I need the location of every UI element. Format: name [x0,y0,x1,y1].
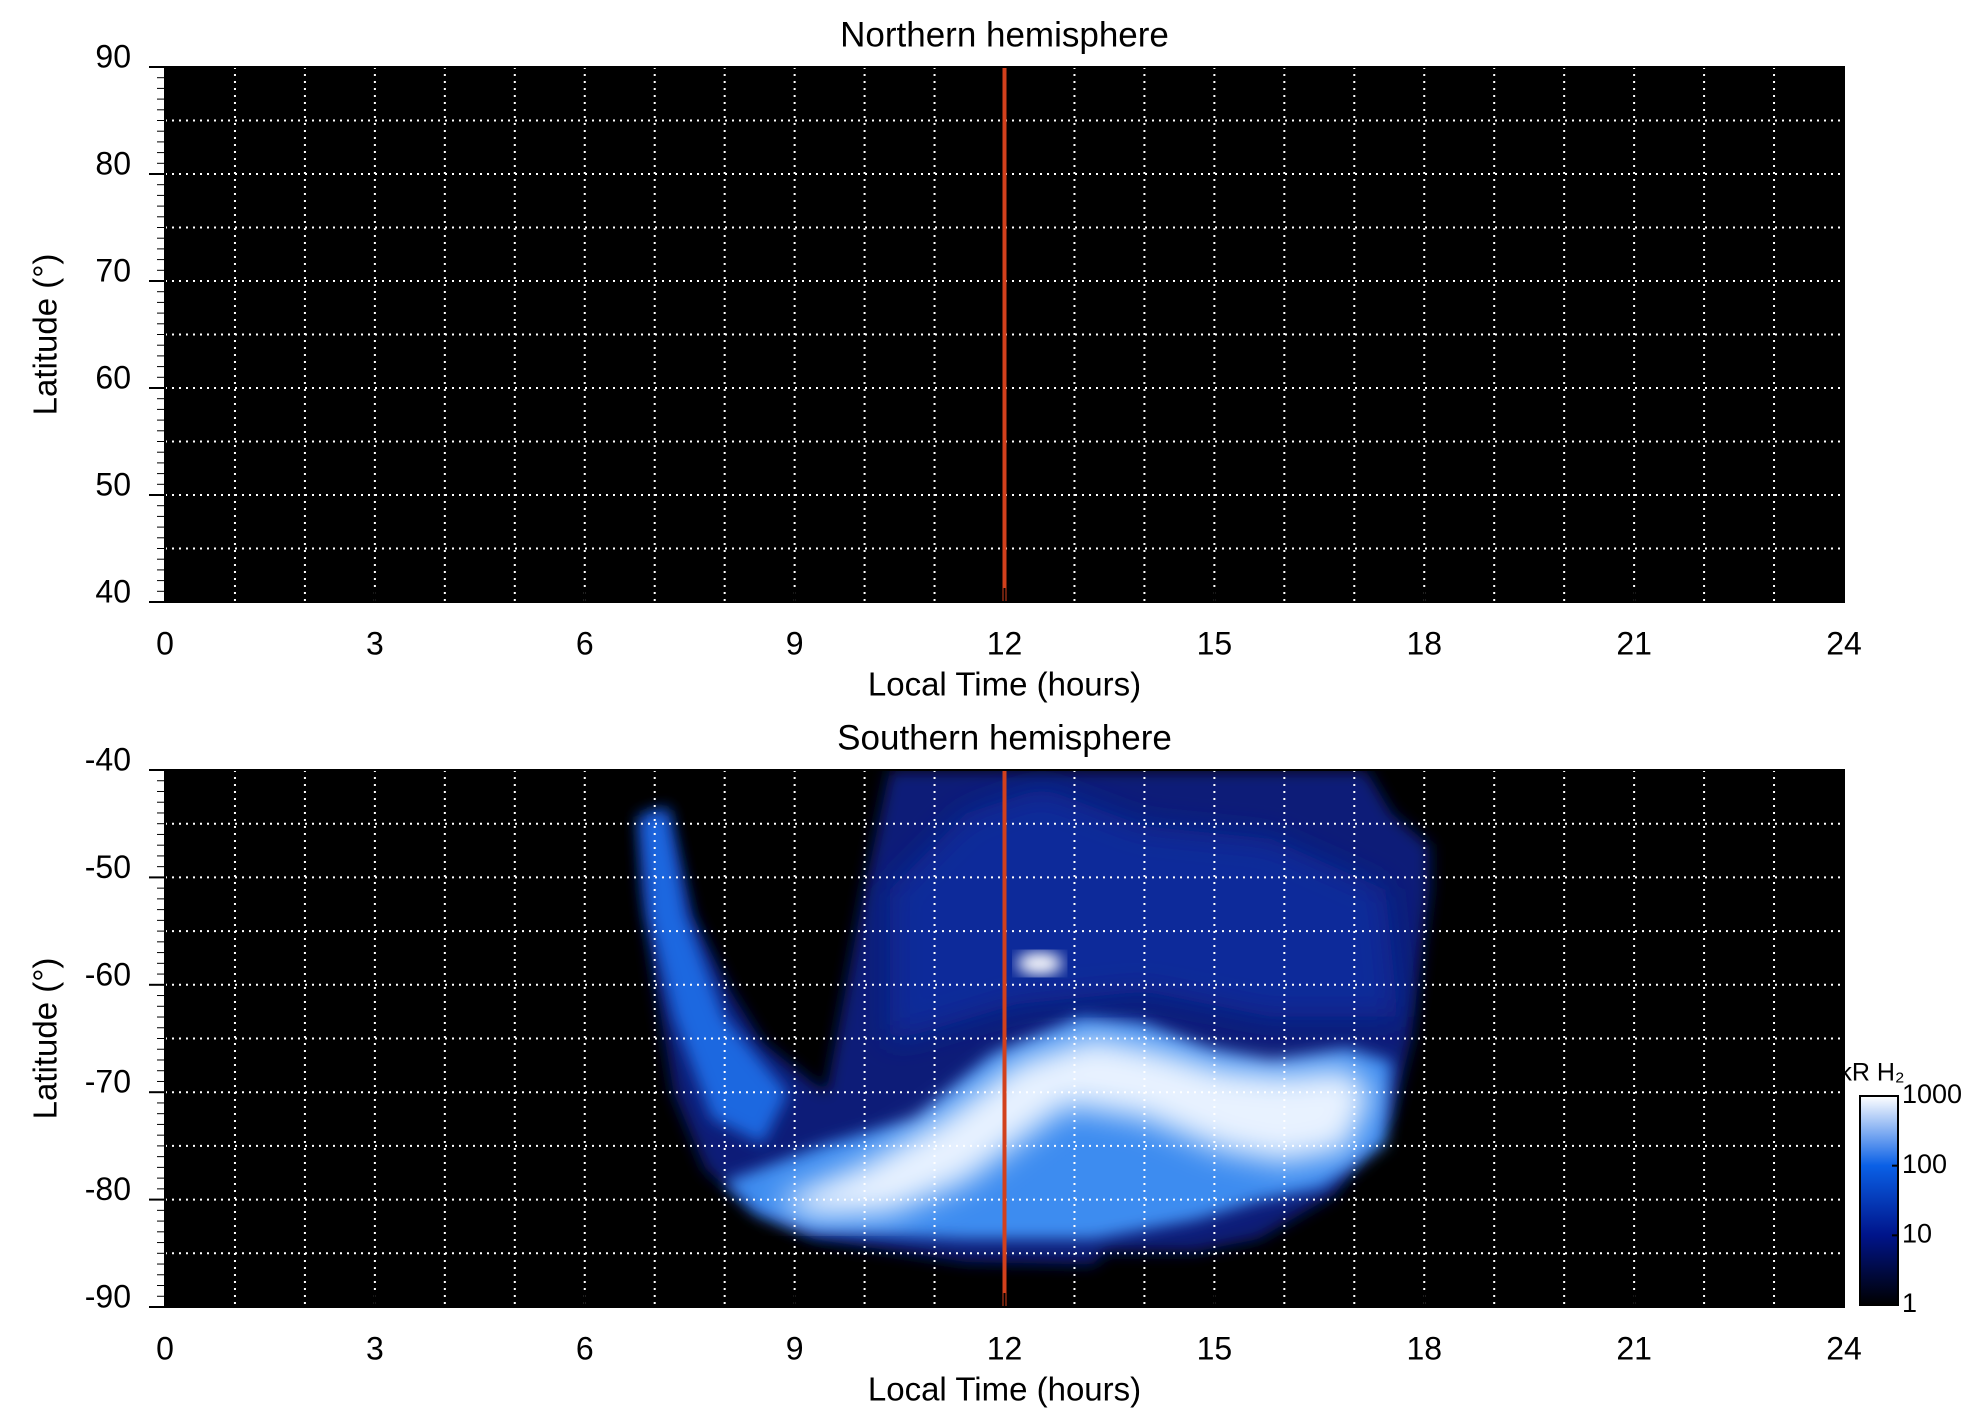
colorbar [1859,1095,1899,1306]
x-tick-label: 3 [366,625,384,661]
x-tick-label: 0 [156,625,174,661]
colorbar-tick-label: 100 [1902,1149,1947,1179]
x-tick-label: 9 [786,1330,804,1366]
y-tick-label: 80 [95,145,131,181]
x-tick-label: 6 [576,625,594,661]
y-axis-label: Latitude (°) [27,254,64,416]
y-tick-label: 90 [95,38,131,74]
x-tick-label: 15 [1197,625,1233,661]
x-tick-label: 9 [786,625,804,661]
y-tick-label: -70 [85,1064,131,1100]
emission [639,770,1430,1265]
y-tick-label: -50 [85,849,131,885]
x-tick-label: 15 [1197,1330,1233,1366]
y-tick-label: 60 [95,359,131,395]
x-tick-label: 18 [1406,1330,1442,1366]
x-tick-label: 12 [987,1330,1023,1366]
panel-title: Southern hemisphere [837,718,1172,757]
x-tick-label: 6 [576,1330,594,1366]
colorbar-tick-label: 1000 [1902,1079,1962,1109]
colorbar-tick-label: 10 [1902,1218,1932,1248]
x-tick-label: 21 [1616,625,1652,661]
x-tick-label: 12 [987,625,1023,661]
x-tick-label: 18 [1406,625,1442,661]
x-tick-label: 24 [1826,625,1862,661]
colorbar-tick-label: 1 [1902,1288,1917,1318]
x-axis-label: Local Time (hours) [868,666,1141,703]
x-tick-label: 0 [156,1330,174,1366]
x-tick-label: 21 [1616,1330,1652,1366]
y-tick-label: 50 [95,466,131,502]
x-axis-label: Local Time (hours) [868,1371,1141,1408]
y-tick-label: -90 [85,1278,131,1314]
x-tick-label: 24 [1826,1330,1862,1366]
x-tick-label: 3 [366,1330,384,1366]
y-tick-label: 40 [95,573,131,609]
y-tick-label: 70 [95,252,131,288]
panel-title: Northern hemisphere [840,15,1169,54]
y-tick-label: -60 [85,956,131,992]
colorbar-title: kR H₂ [1839,1059,1904,1087]
y-axis-label: Latitude (°) [27,958,64,1120]
y-tick-label: -40 [85,741,131,777]
y-tick-label: -80 [85,1171,131,1207]
